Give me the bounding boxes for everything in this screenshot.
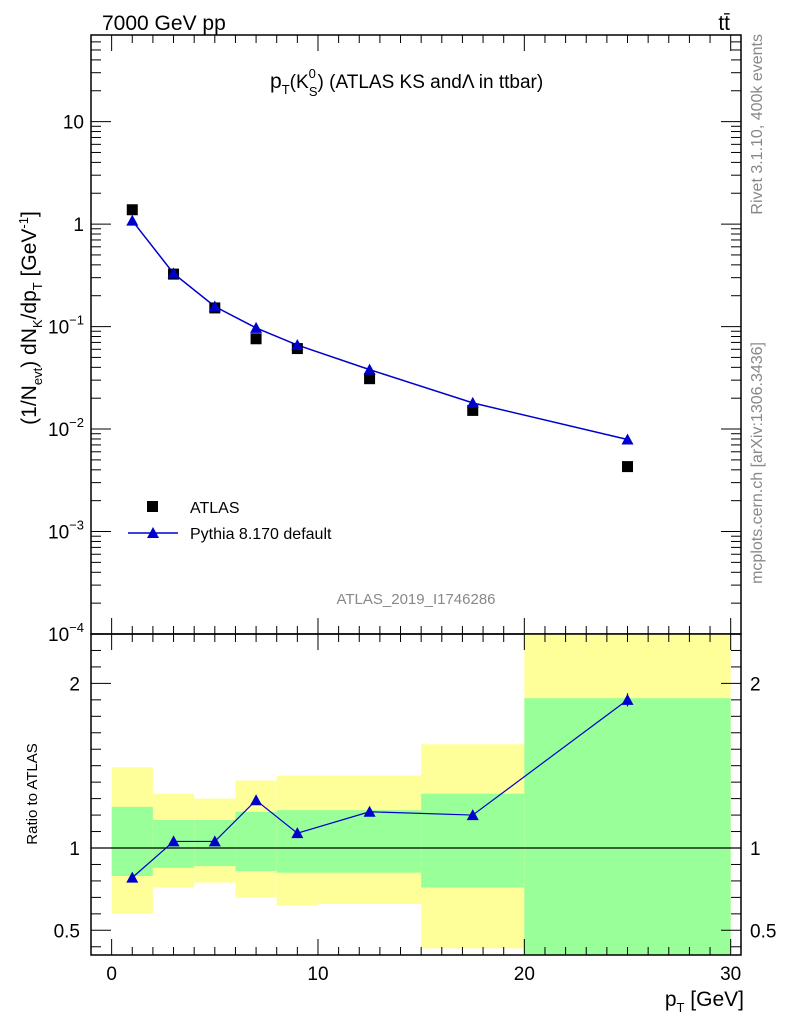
x-tick-label: 0 bbox=[106, 964, 117, 985]
mc-point bbox=[126, 214, 139, 226]
ylabel-b: ) dN bbox=[18, 328, 41, 368]
x-tick-label: 10 bbox=[307, 964, 328, 985]
ylabel-c-sub: T bbox=[30, 282, 45, 290]
mcplots-reference-label: mcplots.cern.ch [arXiv:1306.3436] bbox=[749, 342, 766, 584]
header-collision-label: 7000 GeV pp bbox=[102, 12, 226, 35]
data-point bbox=[467, 404, 479, 416]
ratio-mc-point bbox=[208, 835, 221, 847]
main-panel: 10 1 10−1 10−2 10−3 10−4 bbox=[48, 34, 742, 646]
ylabel-d-sup: -1 bbox=[16, 217, 31, 229]
y-axis-label-ratio: Ratio to ATLAS bbox=[24, 743, 41, 844]
ratio-y-tick-label-left: 1 bbox=[69, 839, 80, 860]
ratio-mc-point bbox=[126, 871, 139, 883]
mc-point bbox=[167, 267, 180, 279]
y-tick-label: 10−2 bbox=[48, 415, 84, 441]
main-frame bbox=[90, 34, 742, 635]
data-point bbox=[250, 333, 262, 345]
y-tick-label: 10 bbox=[63, 113, 84, 134]
title-open: (K bbox=[290, 72, 309, 93]
mc-point bbox=[208, 300, 221, 312]
title-text: (ATLAS KS andΛ in ttbar) bbox=[324, 72, 543, 93]
mc-line bbox=[131, 220, 628, 441]
ylabel-e: ] bbox=[18, 211, 41, 217]
ratio-frame bbox=[90, 633, 742, 956]
mc-point bbox=[250, 321, 263, 333]
ratio-band-inner-6 bbox=[421, 793, 525, 888]
legend-atlas-marker bbox=[147, 501, 158, 512]
title-sup-0: 0 bbox=[309, 66, 316, 81]
data-point bbox=[126, 204, 138, 216]
ratio-mc-point bbox=[363, 805, 376, 817]
data-point bbox=[622, 461, 634, 473]
ratio-band-inner-3 bbox=[235, 811, 277, 872]
y-axis-label-main: (1/Nevt) dNK/dpT [GeV-1] bbox=[16, 211, 45, 425]
ratio-mc-line bbox=[131, 699, 628, 879]
y-tick-label: 10−4 bbox=[48, 620, 84, 646]
ratio-mc-point bbox=[291, 827, 304, 839]
mc-point bbox=[363, 363, 376, 375]
mc-point bbox=[466, 396, 479, 408]
ratio-y-tick-label-left: 2 bbox=[69, 674, 80, 695]
ylabel-c: /dp bbox=[18, 290, 41, 319]
ratio-panel: 0 10 20 30 0.5 0.5 1 1 2 2 bbox=[54, 633, 776, 985]
ylabel-a: (1/N bbox=[18, 385, 41, 425]
mc-point bbox=[291, 339, 304, 351]
ratio-band-inner-4 bbox=[276, 810, 318, 873]
legend: ATLAS Pythia 8.170 default bbox=[128, 500, 332, 543]
mc-point bbox=[621, 433, 634, 445]
ratio-y-tick-label-right: 1 bbox=[750, 839, 761, 860]
y-tick-label: 10−3 bbox=[48, 518, 84, 544]
title-p: p bbox=[270, 70, 282, 93]
ratio-y-tick-label-right: 0.5 bbox=[750, 921, 776, 942]
ratio-band-inner-5 bbox=[317, 810, 422, 873]
rivet-version-label: Rivet 3.1.10, 400k events bbox=[749, 34, 766, 215]
y-tick-label: 1 bbox=[73, 215, 84, 236]
y-tick-label: 10−1 bbox=[48, 313, 84, 339]
analysis-id: ATLAS_2019_I1746286 bbox=[336, 591, 495, 608]
legend-mc-label: Pythia 8.170 default bbox=[190, 526, 332, 543]
xlabel-unit: [GeV] bbox=[684, 988, 744, 1011]
legend-mc-marker bbox=[147, 527, 159, 538]
title-sub-t: T bbox=[282, 82, 290, 97]
title-sub-s: S bbox=[309, 84, 318, 99]
header-process-label: tt̄ bbox=[718, 12, 730, 35]
ylabel-b-sub: K bbox=[30, 319, 45, 328]
ratio-mc-point bbox=[167, 835, 180, 847]
x-tick-label: 30 bbox=[720, 964, 741, 985]
title-close: ) bbox=[318, 72, 324, 93]
ratio-mc-point bbox=[466, 809, 479, 821]
xlabel-p: p bbox=[665, 988, 677, 1011]
ratio-y-tick-label-left: 0.5 bbox=[54, 921, 80, 942]
data-point bbox=[364, 373, 376, 385]
x-axis-label: pT [GeV] bbox=[665, 988, 744, 1015]
ylabel-d: [GeV bbox=[18, 229, 41, 283]
ratio-y-tick-label-right: 2 bbox=[750, 674, 761, 695]
legend-atlas-label: ATLAS bbox=[190, 500, 240, 517]
ylabel-a-sub: evt bbox=[30, 367, 45, 385]
ratio-band-inner-0 bbox=[111, 806, 153, 876]
ratio-band-inner-7 bbox=[524, 698, 731, 955]
x-tick-label: 20 bbox=[514, 964, 535, 985]
ratio-mc-point bbox=[250, 794, 263, 806]
xlabel-sub: T bbox=[677, 1000, 685, 1015]
plot-title: pT(K0 S) (ATLAS KS andΛ in ttbar) bbox=[270, 66, 543, 99]
